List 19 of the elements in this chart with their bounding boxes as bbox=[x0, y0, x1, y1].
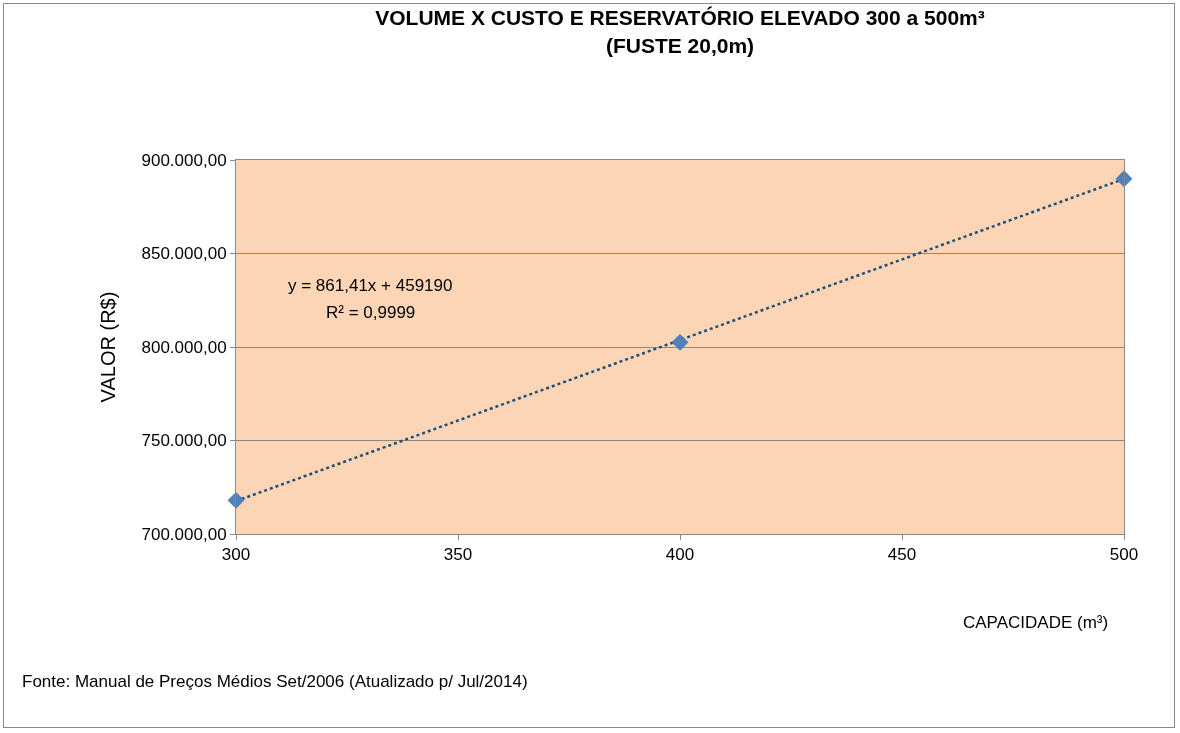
chart-title: VOLUME X CUSTO E RESERVATÓRIO ELEVADO 300 a 500m³ (FUSTE 20,0m) bbox=[375, 6, 985, 57]
x-tick-label: 300 bbox=[221, 545, 251, 565]
source-note: Fonte: Manual de Preços Médios Set/2006 (Atualizado p/ Jul/2014) bbox=[22, 672, 528, 691]
x-tick-label: 400 bbox=[665, 545, 695, 565]
y-tick-label: 750.000,00 bbox=[141, 431, 227, 451]
y-tick-label: 800.000,00 bbox=[141, 337, 227, 357]
x-axis-title: CAPACIDADE (m³) bbox=[963, 613, 1109, 632]
x-tick-label: 450 bbox=[887, 545, 917, 565]
point bbox=[1115, 170, 1133, 188]
y-axis-title: VALOR (R$) bbox=[97, 291, 120, 403]
x-tick-label: 500 bbox=[1109, 545, 1139, 565]
point bbox=[227, 491, 245, 509]
y-tick-label: 850.000,00 bbox=[141, 244, 227, 264]
y-tick-label: 900.000,00 bbox=[141, 150, 227, 170]
annotation: y = 861,41x + 459190 bbox=[288, 276, 453, 295]
x-tick-label: 350 bbox=[443, 545, 473, 565]
annotation: R² = 0,9999 bbox=[326, 303, 416, 322]
point bbox=[671, 333, 689, 351]
y-tick-label: 700.000,00 bbox=[141, 524, 227, 544]
